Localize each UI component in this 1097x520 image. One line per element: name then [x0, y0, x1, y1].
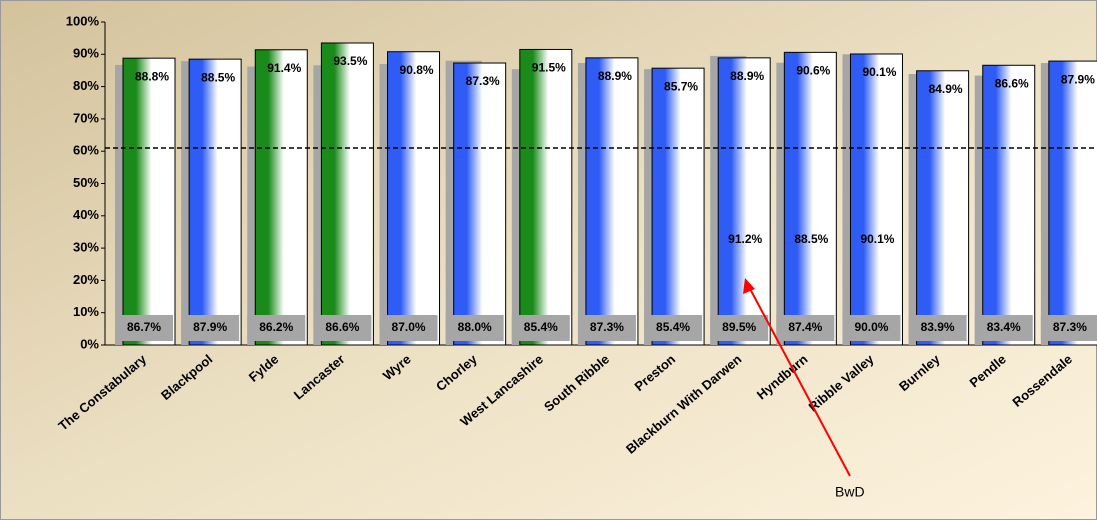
bar [916, 70, 970, 346]
value-label: 88.8% [135, 69, 169, 83]
value-label: 86.2% [259, 320, 293, 334]
label-box [974, 315, 1033, 341]
value-label: 85.7% [664, 79, 698, 93]
y-tick-label: 10% [73, 304, 99, 319]
label-box [247, 315, 306, 341]
label-box [511, 315, 570, 341]
value-label: 90.6% [796, 64, 830, 78]
bar [188, 58, 242, 346]
y-tick-label: 50% [73, 175, 99, 190]
value-label: 83.9% [921, 320, 955, 334]
value-label: 93.5% [333, 54, 367, 68]
value-label: 87.9% [193, 320, 227, 334]
label-box [908, 315, 967, 341]
value-label: 90.0% [854, 320, 888, 334]
bar [982, 64, 1036, 346]
value-label: 91.2% [728, 232, 762, 246]
label-box [445, 315, 504, 341]
y-tick-label: 60% [73, 143, 99, 158]
bar [717, 57, 771, 346]
value-label: 88.5% [794, 232, 828, 246]
value-label: 86.7% [127, 320, 161, 334]
y-tick-label: 70% [73, 110, 99, 125]
value-label: 84.9% [929, 82, 963, 96]
value-label: 87.9% [1061, 72, 1095, 86]
value-label: 83.4% [987, 320, 1021, 334]
bar [453, 62, 507, 346]
label-box [644, 315, 703, 341]
value-label: 87.0% [392, 320, 426, 334]
value-label: 88.0% [458, 320, 492, 334]
value-label: 88.5% [201, 70, 235, 84]
annotation-arrowhead [743, 278, 755, 294]
label-box [115, 315, 173, 341]
y-tick-label: 40% [73, 207, 99, 222]
value-label: 90.1% [862, 65, 896, 79]
bar [651, 67, 705, 346]
y-tick-label: 100% [66, 13, 100, 28]
bar [320, 42, 374, 346]
y-tick-label: 30% [73, 240, 99, 255]
label-box [842, 315, 901, 341]
value-label: 86.6% [995, 76, 1029, 90]
value-label: 91.4% [267, 61, 301, 75]
value-label: 87.3% [466, 74, 500, 88]
annotation: BwD [835, 484, 865, 500]
label-box [181, 315, 240, 341]
value-label: 87.3% [1053, 320, 1087, 334]
value-label: 87.4% [788, 320, 822, 334]
label-box [577, 315, 636, 341]
value-label: 89.5% [722, 320, 756, 334]
value-label: 85.4% [524, 320, 558, 334]
y-tick-label: 90% [73, 46, 99, 61]
value-label: 85.4% [656, 320, 690, 334]
label-box [313, 315, 372, 341]
value-label: 86.6% [325, 320, 359, 334]
y-tick-label: 20% [73, 272, 99, 287]
bar [519, 48, 573, 346]
annotation-arrow [747, 284, 851, 477]
bar [387, 51, 441, 346]
bar [783, 51, 837, 346]
bar [1048, 60, 1097, 346]
value-label: 90.1% [860, 232, 894, 246]
label-box [1040, 315, 1097, 341]
bar [585, 57, 639, 346]
value-label: 88.9% [730, 69, 764, 83]
y-tick-label: 0% [80, 336, 99, 351]
value-label: 87.3% [590, 320, 624, 334]
label-box [776, 315, 835, 341]
value-label: 88.9% [598, 69, 632, 83]
value-label: 90.8% [400, 63, 434, 77]
y-tick-label: 80% [73, 78, 99, 93]
bar [254, 49, 308, 346]
bar [849, 53, 903, 346]
label-box [379, 315, 438, 341]
bar [122, 57, 176, 346]
value-label: 91.5% [532, 61, 566, 75]
label-box [710, 315, 769, 341]
